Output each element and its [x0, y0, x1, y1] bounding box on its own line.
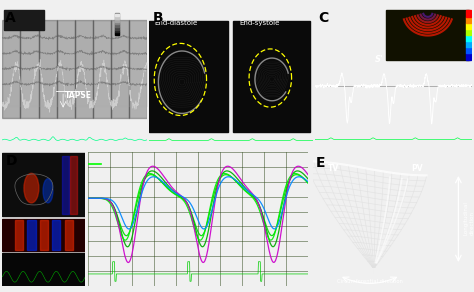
Bar	[52, 220, 60, 250]
Text: PV: PV	[411, 164, 422, 173]
Ellipse shape	[43, 179, 53, 203]
Bar	[115, 16, 119, 19]
Bar	[70, 156, 77, 214]
Text: End-diastole: End-diastole	[154, 20, 198, 26]
Bar	[2, 153, 85, 216]
Bar	[115, 30, 119, 32]
Bar	[466, 29, 471, 35]
Text: A: A	[5, 11, 16, 25]
Ellipse shape	[24, 173, 39, 203]
Bar	[20, 20, 38, 118]
Bar	[115, 24, 119, 27]
Text: End-systole: End-systole	[239, 20, 280, 26]
Bar	[115, 19, 119, 22]
Text: Circumferential direction: Circumferential direction	[337, 279, 403, 284]
Bar	[2, 219, 85, 251]
Bar	[93, 20, 111, 118]
Bar	[2, 20, 20, 118]
Text: S': S'	[374, 55, 383, 64]
Bar	[115, 32, 119, 35]
Bar	[62, 156, 69, 214]
Bar	[38, 20, 56, 118]
Bar	[149, 21, 228, 132]
Bar	[466, 17, 471, 23]
Bar	[129, 20, 147, 118]
Bar	[466, 35, 471, 41]
Bar	[466, 47, 471, 53]
Text: B: B	[153, 11, 163, 25]
Bar	[64, 220, 73, 250]
Bar	[386, 10, 468, 60]
Text: TAPSE: TAPSE	[64, 91, 91, 100]
Bar	[4, 11, 44, 30]
Text: TV: TV	[328, 164, 338, 173]
Bar	[466, 23, 471, 29]
Bar	[115, 13, 119, 35]
Text: C: C	[319, 11, 328, 25]
Bar	[2, 253, 85, 286]
Bar	[115, 27, 119, 30]
Bar	[233, 21, 310, 132]
Bar	[40, 220, 48, 250]
Text: Longitudinal
direction: Longitudinal direction	[464, 201, 474, 235]
Bar	[15, 220, 23, 250]
Bar	[115, 14, 119, 16]
Bar	[466, 53, 471, 60]
Text: E: E	[316, 156, 326, 170]
Bar	[111, 20, 129, 118]
Bar	[466, 11, 471, 17]
Bar	[56, 20, 75, 118]
Bar	[466, 41, 471, 47]
Bar	[75, 20, 93, 118]
Bar	[27, 220, 36, 250]
Text: D: D	[6, 154, 17, 168]
Bar	[115, 22, 119, 24]
